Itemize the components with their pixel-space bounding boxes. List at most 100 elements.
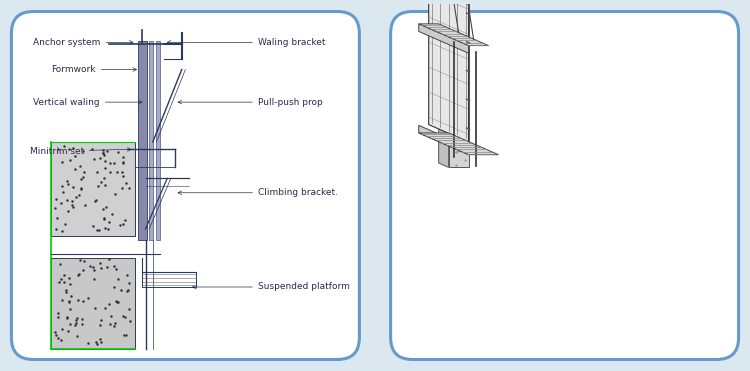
Point xyxy=(116,168,128,174)
Point xyxy=(51,214,63,220)
Point xyxy=(53,311,64,316)
Point xyxy=(63,145,75,151)
Polygon shape xyxy=(448,0,469,167)
Point xyxy=(63,299,75,305)
Point xyxy=(99,165,111,171)
Point xyxy=(56,297,68,303)
Point xyxy=(66,198,78,204)
Point xyxy=(110,298,122,304)
Point xyxy=(94,155,106,161)
Point xyxy=(98,152,109,158)
Point xyxy=(94,265,106,271)
Point xyxy=(104,169,116,175)
Point xyxy=(76,321,88,327)
Point xyxy=(74,162,86,168)
Point xyxy=(56,200,68,206)
Text: Climbing bracket.: Climbing bracket. xyxy=(178,188,338,197)
Point xyxy=(83,263,95,269)
Point xyxy=(95,339,107,345)
Point xyxy=(50,196,62,202)
Bar xyxy=(138,40,147,240)
Point xyxy=(75,185,87,191)
Point xyxy=(52,146,64,152)
Point xyxy=(76,186,88,192)
Point xyxy=(56,228,68,234)
Polygon shape xyxy=(429,0,469,142)
Point xyxy=(88,155,100,161)
Point xyxy=(90,339,102,345)
Point xyxy=(111,299,123,305)
Point xyxy=(118,332,130,338)
Point xyxy=(119,314,131,320)
Point xyxy=(76,316,88,322)
Point xyxy=(117,313,129,319)
Point xyxy=(50,205,62,211)
Point xyxy=(98,216,110,222)
Point xyxy=(121,332,133,338)
Point xyxy=(90,197,102,203)
Point xyxy=(69,167,81,173)
Point xyxy=(64,321,76,327)
Point xyxy=(115,286,127,292)
Text: Vertical waling: Vertical waling xyxy=(33,98,142,106)
Point xyxy=(60,289,72,295)
Point xyxy=(104,313,116,319)
Text: Anchor system: Anchor system xyxy=(33,38,133,47)
Point xyxy=(75,176,87,182)
Point xyxy=(86,146,98,152)
Text: Suspended platform: Suspended platform xyxy=(193,282,350,292)
Point xyxy=(118,154,130,160)
Point xyxy=(101,265,113,270)
Point xyxy=(66,202,78,208)
Point xyxy=(100,204,112,210)
Point xyxy=(98,150,109,156)
Point xyxy=(112,276,125,282)
Point xyxy=(79,258,91,264)
Point xyxy=(62,328,74,334)
Point xyxy=(100,183,112,188)
Point xyxy=(54,261,66,267)
FancyBboxPatch shape xyxy=(11,12,359,359)
Point xyxy=(92,183,104,189)
Point xyxy=(77,148,89,154)
Point xyxy=(108,323,120,329)
Bar xyxy=(51,142,135,236)
Point xyxy=(106,211,118,217)
Point xyxy=(76,298,88,304)
Point xyxy=(97,206,109,212)
Point xyxy=(62,181,74,187)
Polygon shape xyxy=(419,133,499,155)
Point xyxy=(97,147,109,152)
Point xyxy=(61,315,73,321)
Bar xyxy=(142,272,196,287)
Point xyxy=(103,301,115,307)
Point xyxy=(95,179,107,185)
Point xyxy=(79,201,91,207)
Point xyxy=(103,219,115,224)
Point xyxy=(108,160,120,166)
Point xyxy=(53,335,64,341)
Bar xyxy=(157,40,160,240)
Point xyxy=(112,299,124,305)
Point xyxy=(52,314,64,320)
Point xyxy=(104,160,116,166)
Point xyxy=(56,159,68,165)
Point xyxy=(116,184,128,190)
Point xyxy=(68,153,80,159)
Point xyxy=(123,185,135,191)
Point xyxy=(59,287,71,293)
Point xyxy=(62,178,74,184)
Polygon shape xyxy=(419,24,488,46)
Point xyxy=(65,293,77,299)
Point xyxy=(68,145,80,151)
Point xyxy=(58,272,70,278)
Point xyxy=(50,329,62,335)
Polygon shape xyxy=(419,24,469,53)
Polygon shape xyxy=(419,125,469,155)
Point xyxy=(56,183,68,188)
Text: Waling bracket: Waling bracket xyxy=(167,38,326,47)
Text: Formwork: Formwork xyxy=(51,65,136,74)
Point xyxy=(64,157,76,163)
Point xyxy=(62,197,74,203)
Point xyxy=(59,221,71,227)
